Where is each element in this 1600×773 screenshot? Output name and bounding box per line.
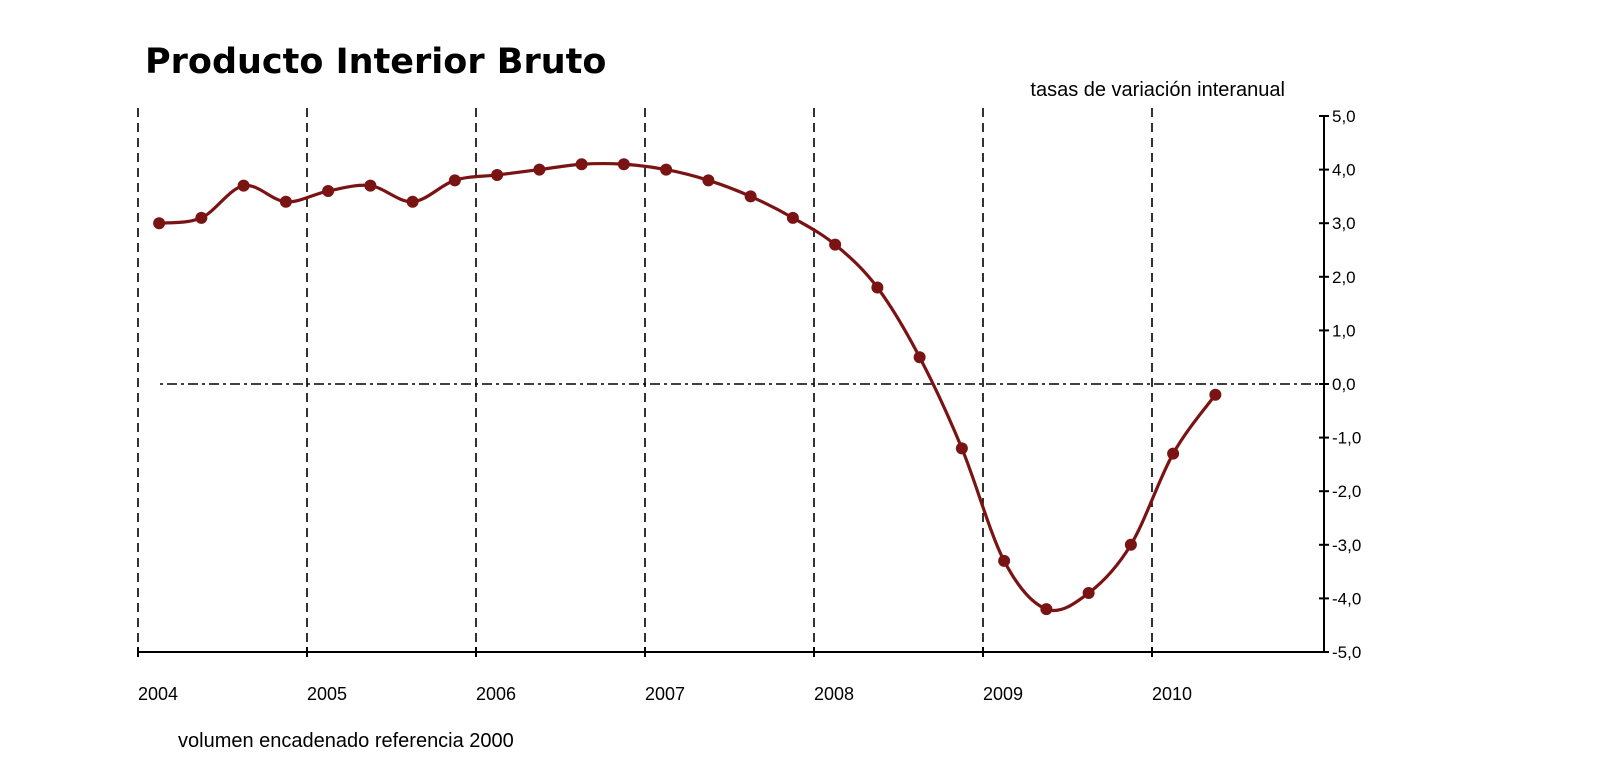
y-tick-label: -3,0 <box>1332 536 1361 555</box>
x-tick-label: 2010 <box>1152 684 1192 704</box>
data-point-18 <box>871 281 884 294</box>
data-point-2 <box>195 211 208 224</box>
data-point-19 <box>913 351 926 364</box>
data-point-23 <box>1082 587 1095 600</box>
data-point-15 <box>744 190 757 203</box>
data-point-11 <box>575 158 588 171</box>
y-tick-label: 5,0 <box>1332 107 1356 126</box>
x-tick-label: 2005 <box>307 684 347 704</box>
y-tick-label: -4,0 <box>1332 589 1361 608</box>
data-point-25 <box>1167 447 1180 460</box>
data-point-1 <box>153 217 166 230</box>
data-point-20 <box>955 442 968 455</box>
y-tick-label: -5,0 <box>1332 643 1361 662</box>
data-point-9 <box>491 168 504 181</box>
data-point-24 <box>1124 538 1137 551</box>
data-point-22 <box>1040 603 1053 616</box>
data-point-17 <box>829 238 842 251</box>
y-tick-label: 4,0 <box>1332 161 1356 180</box>
y-tick-label: 1,0 <box>1332 321 1356 340</box>
x-tick-label: 2009 <box>983 684 1023 704</box>
data-point-7 <box>406 195 419 208</box>
y-tick-label: 0,0 <box>1332 375 1356 394</box>
y-tick-label: -2,0 <box>1332 482 1361 501</box>
data-point-6 <box>364 179 377 192</box>
data-point-4 <box>279 195 292 208</box>
y-tick-label: 2,0 <box>1332 268 1356 287</box>
data-point-5 <box>322 185 335 198</box>
data-point-26 <box>1209 388 1222 401</box>
x-tick-label: 2006 <box>476 684 516 704</box>
y-tick-label: 3,0 <box>1332 214 1356 233</box>
x-tick-label: 2008 <box>814 684 854 704</box>
data-point-12 <box>617 158 630 171</box>
chart-subtitle: tasas de variación interanual <box>1030 79 1285 101</box>
data-point-3 <box>237 179 250 192</box>
chart-footnote: volumen encadenado referencia 2000 <box>178 730 514 752</box>
data-point-21 <box>998 554 1011 567</box>
data-point-16 <box>786 211 799 224</box>
x-tick-label: 2004 <box>138 684 178 704</box>
chart-title: Producto Interior Bruto <box>145 42 606 82</box>
data-point-8 <box>448 174 461 187</box>
x-tick-label: 2007 <box>645 684 685 704</box>
data-point-14 <box>702 174 715 187</box>
series-line <box>158 161 1217 613</box>
axes: 2004 2005 2006 2007 2008 2009 2010 5,0 4,0 3,0 2,0… <box>137 107 1361 704</box>
data-point-10 <box>533 163 546 176</box>
y-tick-label: -1,0 <box>1332 429 1361 448</box>
data-point-13 <box>660 163 673 176</box>
series <box>153 158 1222 616</box>
